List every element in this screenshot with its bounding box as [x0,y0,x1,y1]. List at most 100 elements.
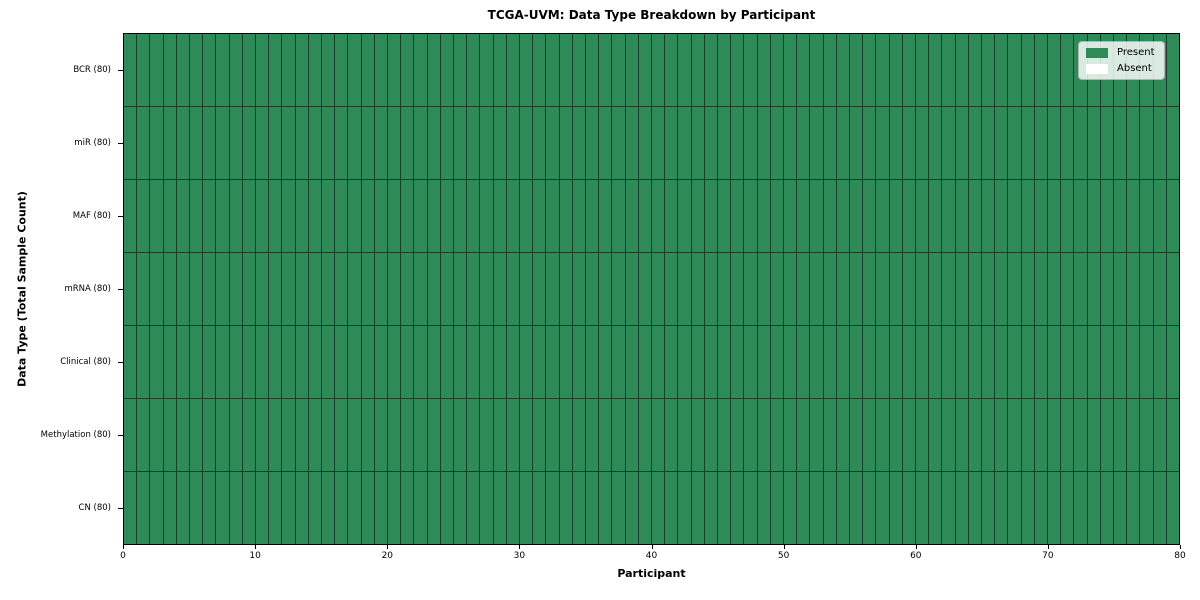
heatmap-cell [137,326,150,398]
heatmap-cell [348,253,361,325]
heatmap-cell [849,399,863,471]
heatmap-cell [1021,472,1034,544]
heatmap-cell [269,472,282,544]
heatmap-cell [427,180,440,252]
heatmap-cell [269,180,282,252]
heatmap-cell [1127,472,1140,544]
heatmap-cell [810,253,823,325]
legend-entry-absent: Absent [1086,63,1155,74]
heatmap-cell [1140,180,1153,252]
heatmap-cell [229,180,242,252]
heatmap-cell [876,34,889,106]
heatmap-cell [519,180,533,252]
heatmap-cell [1140,326,1153,398]
heatmap-cell [585,472,599,544]
heatmap-cell [1100,326,1113,398]
heatmap-cell [995,472,1008,544]
heatmap-cell [1008,399,1021,471]
heatmap-cell [849,326,863,398]
heatmap-cell [810,326,823,398]
heatmap-cell [453,34,467,106]
heatmap-cell [691,399,704,471]
heatmap-cell [374,472,387,544]
heatmap-cell [321,399,335,471]
heatmap-cell [242,326,255,398]
heatmap-cell [651,253,665,325]
heatmap-cell [902,180,915,252]
heatmap-cell [124,253,137,325]
heatmap-cell [189,253,203,325]
heatmap-cell [150,34,163,106]
heatmap-cell [599,472,612,544]
legend-entry-present: Present [1086,47,1155,58]
heatmap-cell [361,399,374,471]
heatmap-cell [1113,253,1127,325]
heatmap-cell [915,107,929,179]
heatmap-cell [810,180,823,252]
heatmap-cell [203,326,216,398]
heatmap-cell [282,253,295,325]
heatmap-cell [902,399,915,471]
heatmap-cell [955,180,968,252]
x-tick-mark [1180,545,1181,549]
heatmap-cell [176,472,189,544]
heatmap-cell [1153,399,1166,471]
heatmap-cell [1113,399,1127,471]
x-tick-mark [915,545,917,549]
heatmap-cell [203,107,216,179]
heatmap-cell [863,326,876,398]
heatmap-cell [823,326,836,398]
heatmap-cell [401,34,414,106]
heatmap-cell [1087,253,1100,325]
heatmap-cell [453,472,467,544]
heatmap-cell [929,399,942,471]
heatmap-cell [335,326,348,398]
heatmap-cell [770,180,783,252]
heatmap-cell [242,472,255,544]
heatmap-cell [889,107,902,179]
heatmap-cell [612,34,625,106]
heatmap-cell [1034,253,1047,325]
heatmap-cell [506,326,519,398]
heatmap-cell [968,253,981,325]
heatmap-cell [480,34,493,106]
heatmap-cell [1087,326,1100,398]
heatmap-cell [836,399,849,471]
heatmap-cell [770,472,783,544]
heatmap-cell [546,34,559,106]
heatmap-cell [1021,107,1034,179]
heatmap-cell [493,326,506,398]
legend: Present Absent [1078,41,1165,80]
heatmap-cell [229,472,242,544]
heatmap-cell [242,180,255,252]
heatmap-cell [612,253,625,325]
heatmap-cell [770,107,783,179]
heatmap-cell [995,399,1008,471]
legend-label-present: Present [1117,47,1155,58]
heatmap-cell [783,253,797,325]
heatmap-cell [691,180,704,252]
heatmap-cell [929,253,942,325]
heatmap-cell [348,472,361,544]
heatmap-cell [150,399,163,471]
heatmap-cell [255,472,269,544]
heatmap-cell [255,399,269,471]
heatmap-cell [704,180,717,252]
heatmap-cell [1047,180,1061,252]
heatmap-cell [863,180,876,252]
heatmap-cell [678,399,691,471]
heatmap-cell [981,34,995,106]
heatmap-cell [942,107,955,179]
heatmap-cell [1047,253,1061,325]
heatmap-cell [572,180,585,252]
heatmap-cell [836,326,849,398]
heatmap-cell [823,107,836,179]
heatmap-cell [678,34,691,106]
heatmap-cell [678,472,691,544]
y-tick-label: mRNA (80) [64,284,111,294]
heatmap-cell [480,180,493,252]
heatmap-cell [572,399,585,471]
heatmap-cell [731,107,744,179]
heatmap-cell [308,399,321,471]
heatmap-cell [546,107,559,179]
